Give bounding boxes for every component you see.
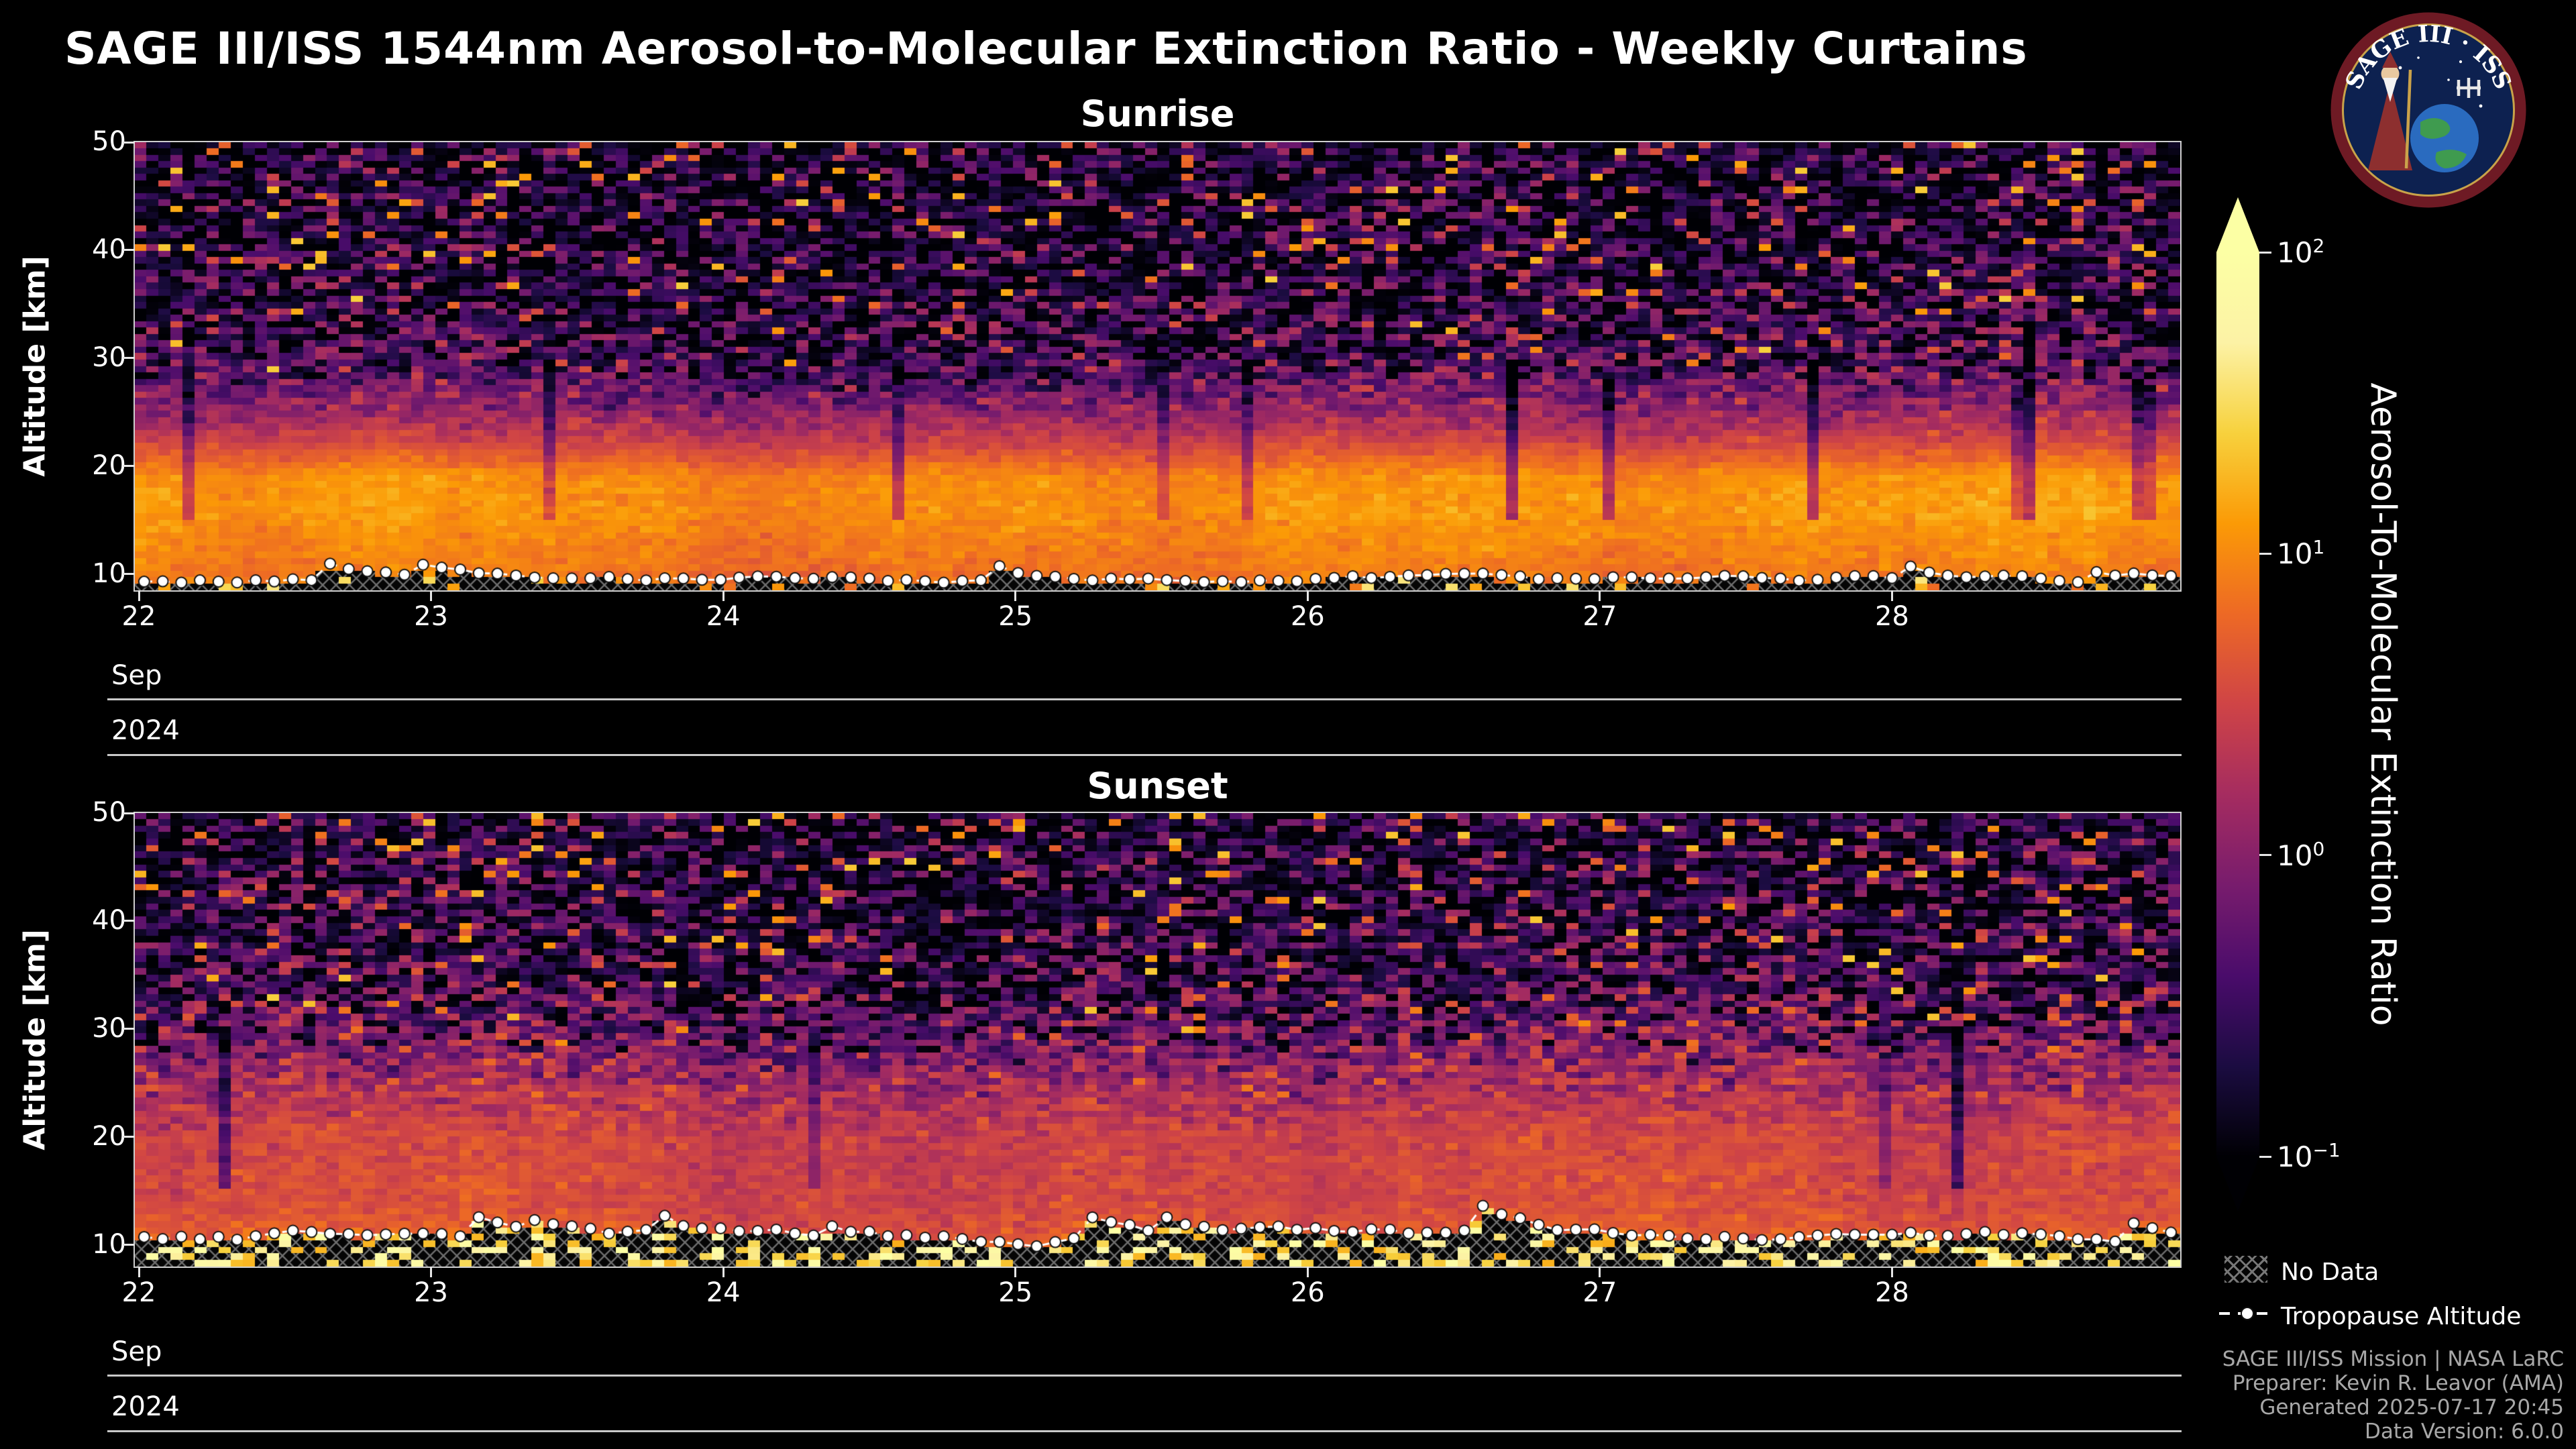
x-tick-label: 23 <box>414 1277 449 1308</box>
attribution-line-version: Data Version: 6.0.0 <box>2364 1419 2564 1444</box>
logo-iss <box>2457 78 2481 98</box>
sunset-year-axis-line <box>107 1430 2182 1432</box>
x-axis-tick <box>1599 590 1601 601</box>
x-tick-label: 28 <box>1874 1277 1909 1308</box>
colorbar-tick <box>2259 552 2271 555</box>
x-axis-tick <box>1890 1267 1893 1277</box>
colorbar-tick <box>2259 854 2271 857</box>
colorbar-extend-arrow-top <box>2216 197 2259 252</box>
x-axis-tick <box>1014 1267 1017 1277</box>
y-tick-label: 20 <box>92 449 126 481</box>
page-title: SAGE III/ISS 1544nm Aerosol-to-Molecular… <box>64 23 2028 74</box>
y-tick-label: 30 <box>92 1012 126 1044</box>
y-tick-label: 50 <box>92 797 126 828</box>
sunset-year-label: 2024 <box>111 1391 180 1422</box>
y-axis-tick <box>123 357 135 360</box>
tropopause-legend-label: Tropopause Altitude <box>2281 1303 2522 1330</box>
x-tick-label: 26 <box>1290 601 1325 632</box>
x-tick-label: 25 <box>998 1277 1033 1308</box>
y-axis-tick <box>123 573 135 576</box>
logo-earth-land <box>2420 118 2451 139</box>
x-tick-label: 24 <box>706 1277 741 1308</box>
colorbar-tick-label: 10−1 <box>2277 1139 2341 1173</box>
x-axis-tick <box>1306 590 1309 601</box>
x-axis-tick <box>1599 1267 1601 1277</box>
x-tick-label: 24 <box>706 601 741 632</box>
colorbar-tick-label: 102 <box>2277 235 2325 269</box>
sunset-month-label: Sep <box>111 1336 162 1367</box>
x-tick-label: 22 <box>121 601 156 632</box>
y-axis-tick <box>123 812 135 814</box>
x-axis-tick <box>722 590 724 601</box>
sunset-panel-title: Sunset <box>1087 765 1228 807</box>
y-tick-label: 10 <box>92 1228 126 1260</box>
tropopause-legend-marker <box>2219 1307 2275 1320</box>
x-tick-label: 28 <box>1874 601 1909 632</box>
logo-wizard <box>2368 52 2412 170</box>
y-axis-tick <box>123 249 135 252</box>
mission-patch-logo: SAGE III · ISS <box>2330 12 2526 208</box>
x-axis-tick <box>138 590 140 601</box>
x-tick-label: 26 <box>1290 1277 1325 1308</box>
colorbar-tick <box>2259 1155 2271 1158</box>
x-tick-label: 23 <box>414 601 449 632</box>
y-axis-tick <box>123 920 135 922</box>
colorbar-tick-label: 101 <box>2277 536 2325 571</box>
x-axis-tick <box>1306 1267 1309 1277</box>
y-axis-tick <box>123 1136 135 1138</box>
sunrise-year-axis-line <box>107 754 2182 756</box>
y-axis-tick <box>123 1028 135 1030</box>
colorbar-extend-arrow-bottom <box>2216 1157 2259 1212</box>
no-data-legend-label: No Data <box>2281 1258 2379 1286</box>
sunrise-month-axis-line <box>107 698 2182 700</box>
y-tick-label: 10 <box>92 557 126 589</box>
sunset-heatmap-canvas <box>133 812 2182 1268</box>
sunrise-month-label: Sep <box>111 660 162 691</box>
attribution-line-mission: SAGE III/ISS Mission | NASA LaRC <box>2222 1347 2564 1371</box>
x-axis-tick <box>138 1267 140 1277</box>
sunset-month-axis-line <box>107 1375 2182 1377</box>
logo-earth-land-2 <box>2435 150 2467 168</box>
colorbar <box>2216 252 2259 1157</box>
y-tick-label: 50 <box>92 126 126 157</box>
y-axis-tick <box>123 465 135 468</box>
attribution-block: SAGE III/ISS Mission | NASA LaRC Prepare… <box>2222 1347 2564 1444</box>
x-axis-tick <box>430 1267 433 1277</box>
x-tick-label: 27 <box>1582 1277 1617 1308</box>
sunrise-year-label: 2024 <box>111 715 180 746</box>
y-axis-tick <box>123 141 135 144</box>
y-tick-label: 40 <box>92 233 126 265</box>
attribution-line-preparer: Preparer: Kevin R. Leavor (AMA) <box>2232 1371 2564 1395</box>
x-axis-tick <box>430 590 433 601</box>
x-axis-tick <box>1014 590 1017 601</box>
y-tick-label: 40 <box>92 904 126 936</box>
y-axis-tick <box>123 1244 135 1246</box>
x-tick-label: 27 <box>1582 601 1617 632</box>
y-tick-label: 20 <box>92 1120 126 1152</box>
attribution-line-generated: Generated 2025-07-17 20:45 <box>2259 1395 2564 1419</box>
colorbar-tick-label: 100 <box>2277 837 2325 872</box>
colorbar-axis-label: Aerosol-To-Molecular Extinction Ratio <box>2363 382 2403 1026</box>
x-axis-tick <box>722 1267 724 1277</box>
x-tick-label: 25 <box>998 601 1033 632</box>
x-axis-tick <box>1890 590 1893 601</box>
x-tick-label: 22 <box>121 1277 156 1308</box>
no-data-hatch-swatch <box>2224 1256 2267 1283</box>
sunrise-heatmap-canvas <box>133 141 2182 592</box>
colorbar-tick <box>2259 251 2271 254</box>
y-tick-label: 30 <box>92 341 126 373</box>
sunrise-panel-title: Sunrise <box>1080 93 1235 135</box>
